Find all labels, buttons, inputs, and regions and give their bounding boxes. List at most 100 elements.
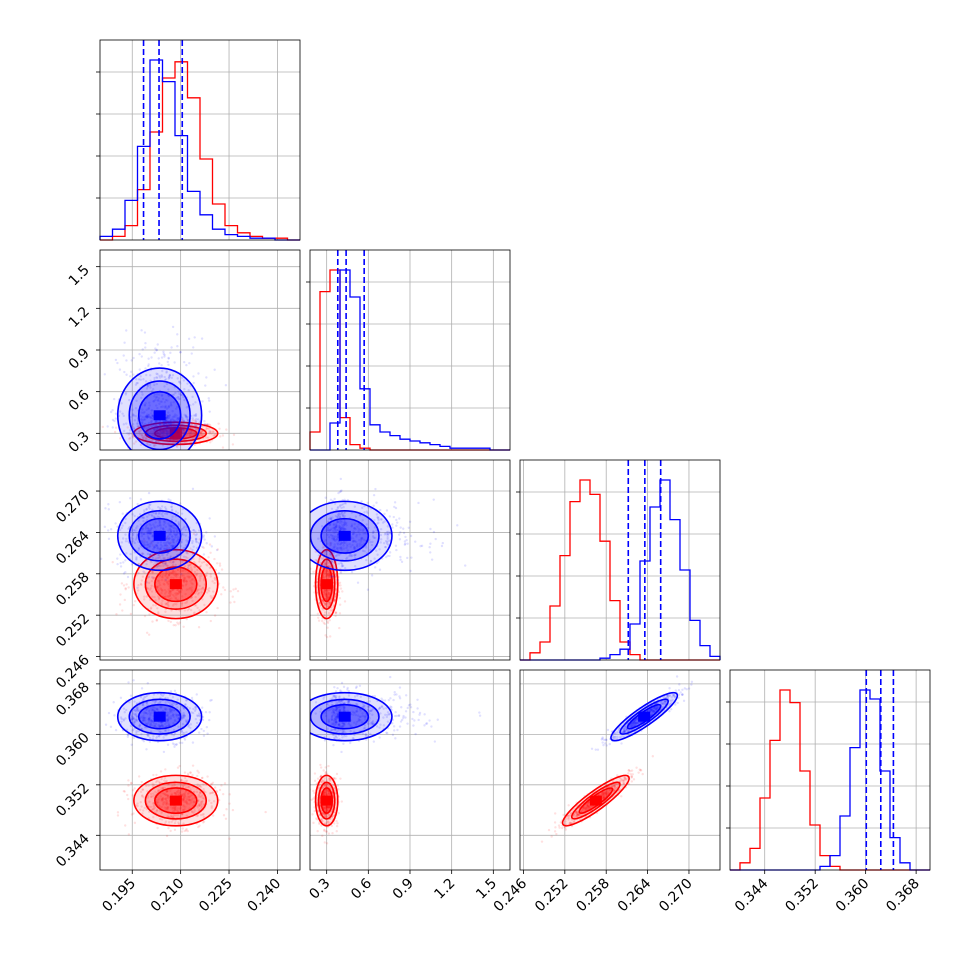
scatter-point: [96, 580, 98, 582]
scatter-point: [182, 527, 185, 530]
scatter-point: [143, 614, 147, 618]
scatter-point: [169, 530, 173, 534]
contour-line: [128, 380, 191, 450]
scatter-point: [187, 337, 191, 341]
scatter-point: [323, 779, 326, 782]
scatter-point: [332, 526, 335, 529]
scatter-point: [129, 694, 133, 697]
scatter-point: [153, 351, 156, 354]
scatter-point: [144, 695, 147, 699]
scatter-point: [354, 553, 357, 556]
scatter-point: [181, 798, 185, 802]
scatter-point: [364, 733, 368, 736]
scatter-point: [155, 376, 158, 379]
scatter-point: [221, 792, 225, 796]
scatter-point: [333, 538, 336, 541]
scatter-point: [124, 540, 128, 543]
scatter-point: [201, 776, 204, 780]
scatter-point: [337, 513, 340, 516]
scatter-point: [167, 806, 170, 809]
scatter-point: [157, 611, 160, 614]
scatter-point: [353, 546, 356, 549]
scatter-point: [188, 795, 191, 798]
scatter-point: [201, 400, 204, 403]
scatter-point: [145, 694, 149, 698]
scatter-point: [160, 588, 164, 592]
scatter-point: [326, 821, 329, 825]
scatter-point: [181, 714, 184, 717]
scatter-point: [165, 799, 168, 802]
scatter-point: [363, 504, 366, 508]
scatter-point: [383, 512, 386, 516]
scatter-point: [330, 527, 333, 530]
scatter-point: [321, 546, 325, 549]
density-peak: [169, 579, 182, 590]
scatter-point: [136, 502, 139, 506]
scatter-point: [164, 422, 168, 426]
scatter-point: [325, 806, 328, 810]
scatter-point: [372, 536, 376, 539]
scatter-point: [191, 797, 194, 800]
scatter-point: [167, 430, 170, 434]
scatter-point: [141, 415, 144, 419]
scatter-point: [185, 731, 188, 734]
scatter-point: [165, 590, 168, 593]
scatter-point: [183, 793, 187, 796]
scatter-point: [174, 624, 177, 627]
scatter-point: [130, 529, 134, 532]
scatter-point: [114, 358, 118, 362]
scatter-point: [146, 415, 149, 419]
scatter-point: [158, 511, 161, 514]
scatter-point: [170, 708, 174, 712]
scatter-point: [200, 804, 203, 807]
scatter-point: [177, 524, 181, 527]
scatter-point: [346, 549, 350, 552]
scatter-point: [162, 520, 166, 524]
scatter-point: [130, 370, 133, 374]
scatter-point: [137, 709, 140, 713]
scatter-point: [156, 343, 159, 346]
scatter-point: [321, 834, 324, 838]
scatter-point: [208, 792, 212, 795]
scatter-point: [158, 433, 162, 436]
scatter-point: [464, 564, 467, 567]
scatter-point: [140, 396, 143, 400]
scatter-point: [164, 507, 168, 511]
scatter-point: [164, 521, 167, 524]
scatter-point: [147, 531, 151, 535]
scatter-point: [394, 544, 398, 547]
scatter-point: [145, 524, 148, 527]
scatter-point: [135, 558, 138, 561]
scatter-point: [145, 427, 148, 430]
scatter-point: [214, 578, 217, 582]
scatter-point: [179, 568, 182, 571]
scatter-point: [328, 779, 332, 783]
scatter-point: [325, 783, 329, 786]
scatter-point: [332, 545, 335, 549]
scatter-point: [319, 774, 323, 777]
scatter-point: [194, 414, 197, 417]
scatter-point: [141, 528, 144, 531]
scatter-point: [143, 571, 146, 574]
scatter-point: [324, 562, 327, 566]
scatter-point: [162, 792, 166, 795]
scatter-point: [149, 719, 153, 722]
scatter-point: [142, 509, 146, 512]
scatter-point: [185, 801, 188, 804]
scatter-point: [175, 713, 179, 717]
scatter-point: [346, 545, 349, 548]
scatter-point: [376, 516, 379, 519]
scatter-point: [338, 513, 342, 517]
scatter-point: [195, 540, 198, 544]
scatter-point: [329, 550, 332, 554]
scatter-point: [323, 792, 326, 795]
scatter-point: [148, 545, 151, 549]
scatter-point: [350, 570, 354, 574]
scatter-point: [191, 552, 195, 556]
scatter-point: [159, 546, 163, 549]
scatter-point: [178, 426, 181, 430]
scatter-point: [175, 743, 178, 746]
scatter-point: [197, 712, 201, 715]
scatter-point: [158, 596, 161, 600]
scatter-point: [327, 604, 330, 607]
